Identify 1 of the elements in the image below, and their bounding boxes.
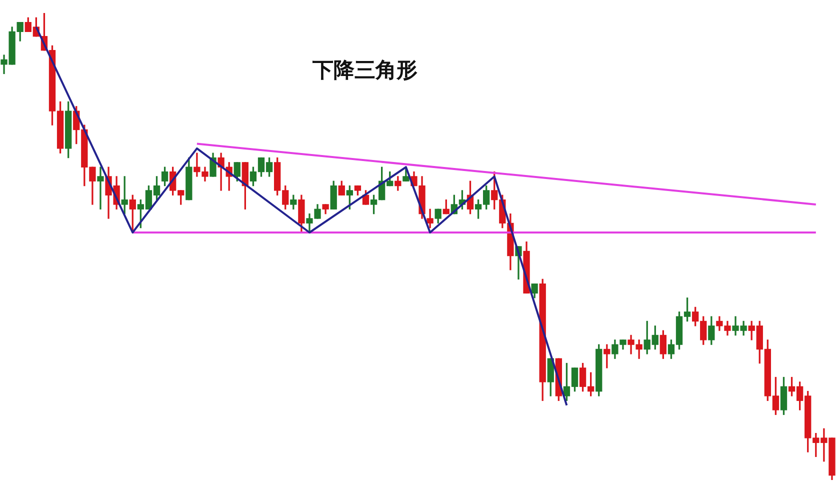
text: 下降三角形: [312, 57, 418, 84]
